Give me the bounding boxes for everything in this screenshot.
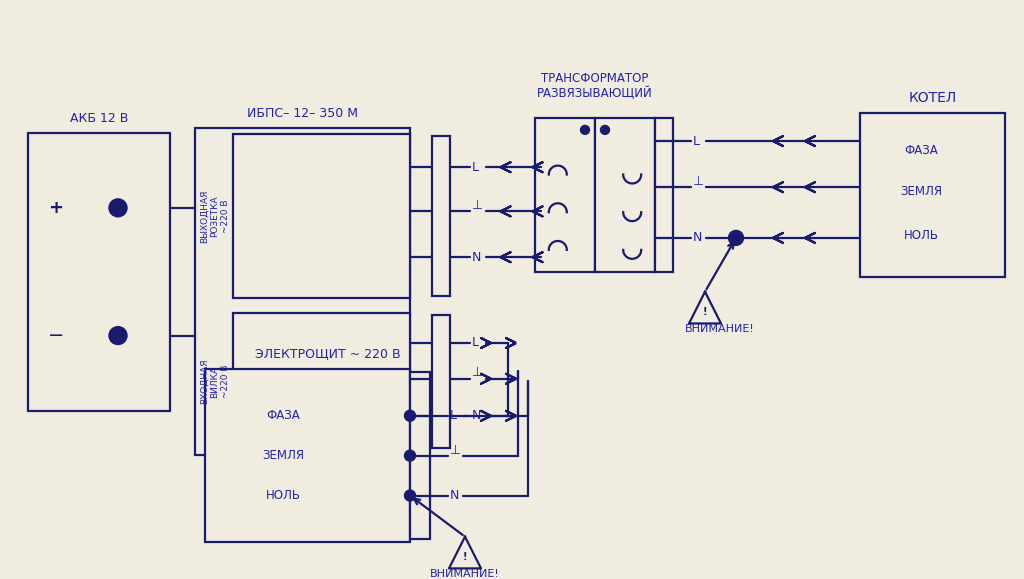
Text: !: !: [702, 306, 708, 317]
Text: ТРАНСФОРМАТОР
РАЗВЯЗЫВАЮЩИЙ: ТРАНСФОРМАТОР РАЗВЯЗЫВАЮЩИЙ: [538, 72, 653, 101]
Text: НОЛЬ: НОЛЬ: [265, 489, 300, 502]
Text: ВНИМАНИЕ!: ВНИМАНИЕ!: [685, 324, 755, 334]
Text: !: !: [463, 552, 467, 562]
Text: L: L: [450, 409, 457, 422]
Text: L: L: [693, 134, 700, 148]
Text: ИБПС– 12– 350 М: ИБПС– 12– 350 М: [247, 107, 358, 119]
Text: ЭЛЕКТРОЩИТ ~ 220 В: ЭЛЕКТРОЩИТ ~ 220 В: [255, 347, 400, 361]
FancyBboxPatch shape: [233, 313, 410, 450]
Text: N: N: [450, 489, 460, 502]
Circle shape: [581, 126, 590, 134]
Text: ЗЕМЛЯ: ЗЕМЛЯ: [262, 449, 304, 462]
Text: N: N: [693, 232, 702, 244]
Text: ⊥: ⊥: [693, 175, 703, 188]
Text: ФАЗА: ФАЗА: [266, 409, 300, 422]
Circle shape: [404, 411, 416, 421]
Text: ЗЕМЛЯ: ЗЕМЛЯ: [900, 185, 942, 198]
Text: +: +: [48, 199, 63, 217]
FancyBboxPatch shape: [410, 372, 430, 540]
FancyBboxPatch shape: [595, 118, 655, 272]
Text: ⊥: ⊥: [472, 199, 483, 212]
Circle shape: [600, 126, 609, 134]
Text: КОТЕЛ: КОТЕЛ: [908, 91, 956, 105]
Text: ВЫХОДНАЯ
РОЗЕТКА
~220 В: ВЫХОДНАЯ РОЗЕТКА ~220 В: [200, 189, 230, 243]
FancyBboxPatch shape: [205, 369, 410, 543]
Text: ФАЗА: ФАЗА: [904, 144, 938, 157]
Text: ВНИМАНИЕ!: ВНИМАНИЕ!: [430, 569, 500, 579]
FancyBboxPatch shape: [195, 128, 410, 455]
FancyBboxPatch shape: [432, 137, 450, 296]
Circle shape: [728, 230, 743, 245]
FancyBboxPatch shape: [432, 315, 450, 448]
Circle shape: [109, 199, 127, 217]
Circle shape: [404, 490, 416, 501]
Text: НОЛЬ: НОЛЬ: [903, 229, 938, 242]
Circle shape: [404, 450, 416, 461]
FancyBboxPatch shape: [655, 118, 673, 272]
FancyBboxPatch shape: [28, 133, 170, 411]
FancyBboxPatch shape: [535, 118, 595, 272]
Text: L: L: [472, 336, 479, 350]
Text: N: N: [472, 409, 481, 422]
Text: ⊥: ⊥: [472, 367, 483, 379]
Circle shape: [109, 327, 127, 345]
FancyBboxPatch shape: [860, 113, 1005, 277]
Text: −: −: [48, 326, 65, 345]
FancyBboxPatch shape: [233, 134, 410, 298]
Text: N: N: [472, 251, 481, 263]
Text: ⊥: ⊥: [450, 444, 461, 457]
Text: L: L: [472, 161, 479, 174]
Text: ВХОДНАЯ
ВИЛКА
~220 В: ВХОДНАЯ ВИЛКА ~220 В: [200, 359, 230, 404]
Text: АКБ 12 В: АКБ 12 В: [70, 112, 128, 124]
